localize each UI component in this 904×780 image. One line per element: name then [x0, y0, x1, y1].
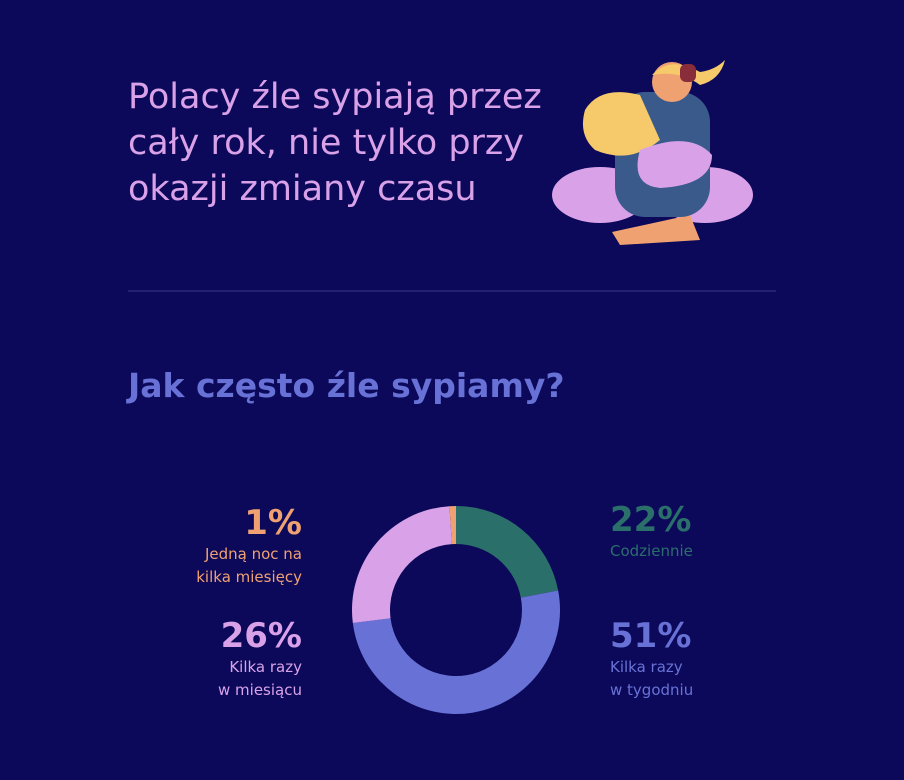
donut-segment [352, 590, 561, 714]
category-label: Kilka razy w miesiącu [218, 658, 302, 699]
category-label: Jedną noc na kilka miesięcy [196, 545, 302, 586]
value-label: 51% [610, 616, 692, 656]
value-label: 22% [610, 500, 692, 540]
donut-segment [449, 506, 456, 545]
value-label: 26% [220, 616, 302, 656]
illustration [552, 60, 753, 245]
category-label: Kilka razy w tygodniu [610, 658, 694, 699]
donut-segment [351, 506, 452, 624]
donut-segment [456, 506, 559, 598]
value-label: 1% [244, 503, 302, 543]
headline: Polacy źle sypiają przez cały rok, nie t… [128, 77, 542, 209]
category-label: Codziennie [610, 542, 693, 560]
chart-title: Jak często źle sypiamy? [128, 366, 565, 405]
